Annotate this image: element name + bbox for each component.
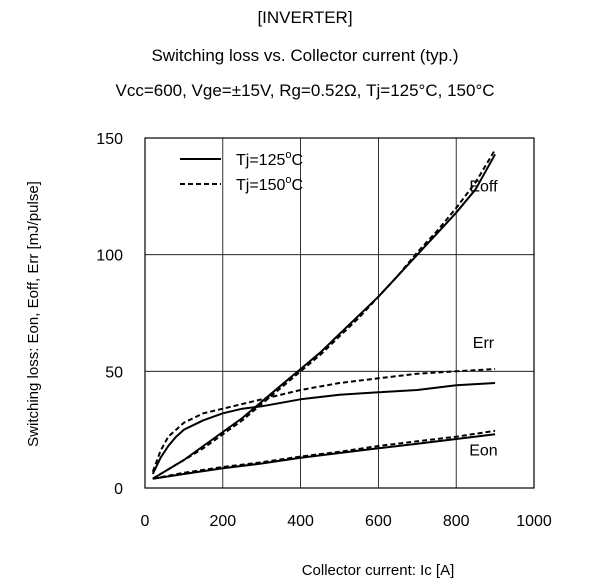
series-lines [151, 149, 496, 480]
y-axis-label: Switching loss: Eon, Eoff, Err [mJ/pulse… [25, 181, 42, 447]
legend: Tj=125oC Tj=150oC [180, 149, 303, 194]
x-tick-label: 800 [443, 513, 470, 530]
series-line [152, 433, 496, 480]
legend-label: Tj=125oC [236, 149, 303, 169]
y-tick-label: 100 [96, 248, 123, 265]
x-tick-labels: 0 200 400 600 800 1000 [141, 513, 552, 530]
series-line [152, 153, 496, 480]
curve-label: Err [473, 335, 495, 352]
y-tick-label: 150 [96, 131, 123, 148]
x-tick-label: 0 [141, 513, 150, 530]
plot-frame [144, 137, 535, 489]
x-tick-label: 400 [287, 513, 314, 530]
y-tick-labels: 0 50 100 150 [96, 131, 123, 498]
chart-title: Switching loss vs. Collector current (ty… [151, 46, 459, 65]
grid-lines [145, 138, 534, 488]
y-tick-label: 0 [114, 481, 123, 498]
x-axis-label: Collector current: Ic [A] [302, 562, 455, 579]
curve-label: Eon [469, 442, 497, 459]
series-line [151, 368, 496, 473]
x-tick-label: 1000 [516, 513, 552, 530]
curve-labels: Eoff Err Eon [469, 179, 498, 460]
series-line [151, 382, 496, 475]
section-heading: [INVERTER] [257, 8, 353, 27]
curve-label: Eoff [469, 179, 498, 196]
y-tick-label: 50 [105, 364, 123, 381]
legend-label: Tj=150oC [236, 174, 303, 194]
series-line [152, 429, 496, 480]
x-tick-label: 600 [365, 513, 392, 530]
test-conditions: Vcc=600, Vge=±15V, Rg=0.52Ω, Tj=125°C, 1… [115, 81, 495, 100]
x-tick-label: 200 [209, 513, 236, 530]
series-line [152, 149, 496, 480]
